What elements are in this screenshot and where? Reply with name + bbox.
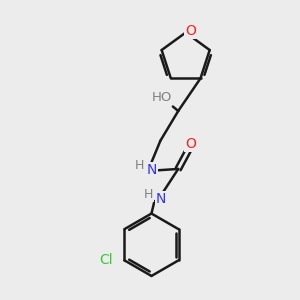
Text: N: N [156, 192, 166, 206]
Text: H: H [135, 160, 144, 172]
Text: N: N [147, 164, 157, 177]
Text: HO: HO [152, 91, 172, 104]
Text: Cl: Cl [100, 253, 113, 267]
Text: O: O [186, 137, 196, 151]
Text: O: O [186, 24, 196, 38]
Text: H: H [144, 188, 153, 201]
